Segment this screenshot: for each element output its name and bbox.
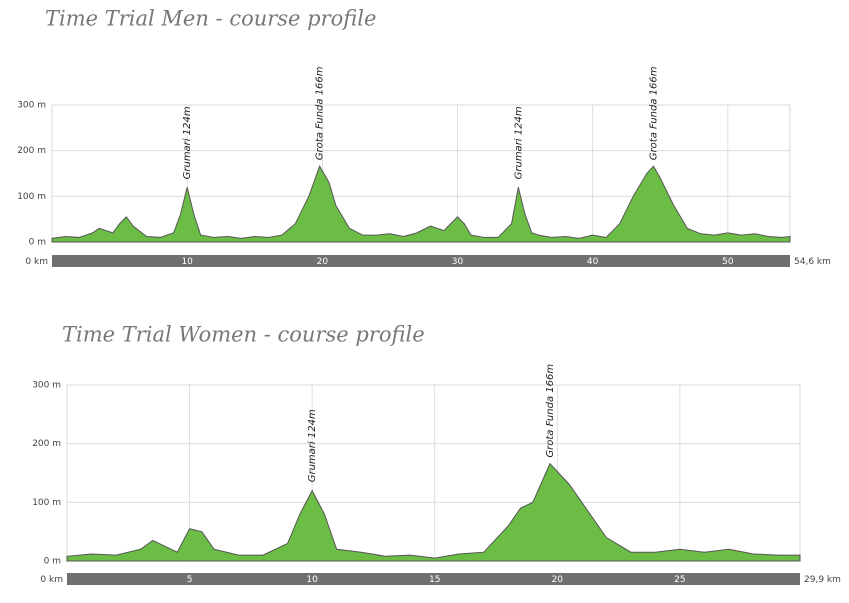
peak-annotation: Grumari 124m — [513, 106, 524, 179]
x-tick-label: 10 — [306, 575, 318, 585]
peak-annotation: Grota Funda 166m — [315, 66, 326, 160]
x-tick-label: 0 km — [25, 257, 48, 267]
y-tick-label: 100 m — [17, 192, 46, 202]
y-tick-label: 0 m — [29, 238, 46, 248]
elevation-area — [51, 165, 791, 243]
x-tick-label: 54,6 km — [794, 257, 831, 267]
elevation-area — [66, 462, 801, 562]
x-tick-label: 10 — [181, 257, 193, 267]
chart-title: Time Trial Women - course profile — [62, 323, 425, 347]
peak-annotation: Grumari 124m — [182, 106, 193, 179]
peak-annotation: Grumari 124m — [307, 409, 318, 482]
peak-annotation: Grota Funda 166m — [545, 364, 556, 458]
plot-frame — [66, 384, 801, 562]
x-axis-bar — [67, 573, 800, 585]
y-tick-label: 300 m — [32, 381, 61, 391]
y-tick-label: 300 m — [17, 101, 46, 111]
x-tick-label: 5 — [187, 575, 193, 585]
x-tick-label: 25 — [674, 575, 685, 585]
x-tick-label: 20 — [552, 575, 564, 585]
y-tick-label: 200 m — [17, 146, 46, 156]
x-tick-label: 0 km — [40, 575, 63, 585]
x-axis-bar — [52, 255, 790, 267]
x-tick-label: 20 — [317, 257, 329, 267]
x-tick-label: 30 — [452, 257, 464, 267]
chart-title: Time Trial Men - course profile — [45, 7, 376, 31]
y-tick-label: 0 m — [44, 557, 61, 567]
peak-annotation: Grota Funda 166m — [648, 66, 659, 160]
x-tick-label: 15 — [429, 575, 440, 585]
x-tick-label: 40 — [587, 257, 599, 267]
y-tick-label: 100 m — [32, 498, 61, 508]
x-tick-label: 29,9 km — [804, 575, 841, 585]
y-tick-label: 200 m — [32, 439, 61, 449]
x-tick-label: 50 — [722, 257, 734, 267]
